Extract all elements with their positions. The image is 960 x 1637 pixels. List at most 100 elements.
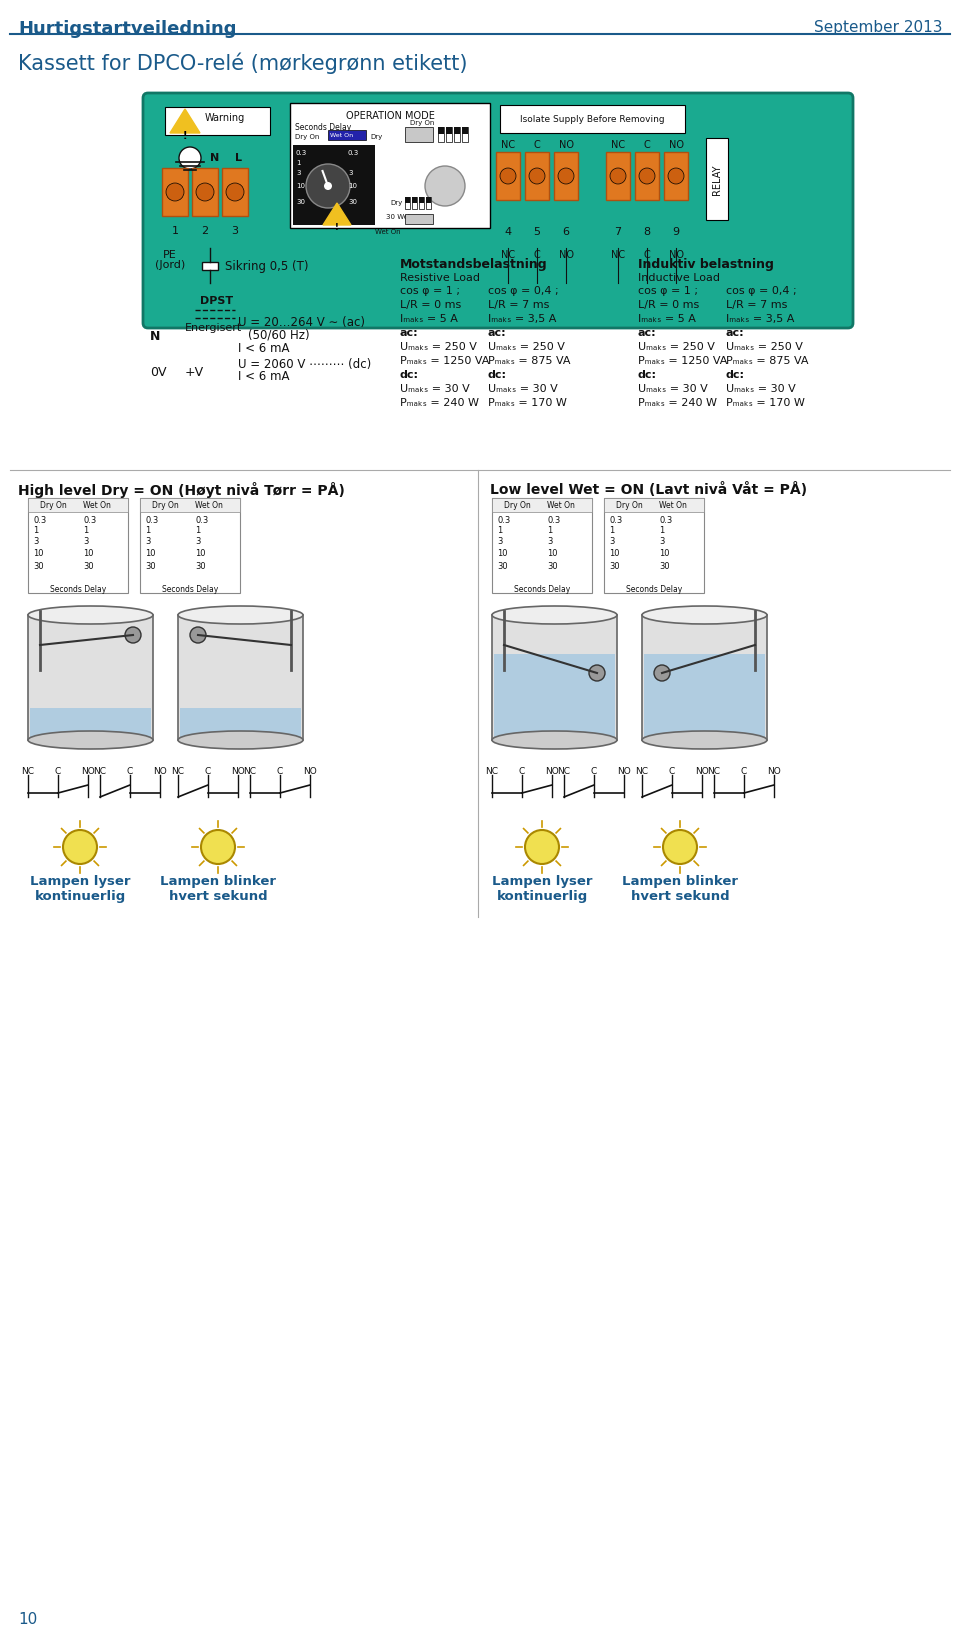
Text: 1: 1 (145, 525, 151, 535)
Bar (644, 655, 765, 740)
Text: 0.3: 0.3 (296, 151, 307, 156)
Text: NC: NC (501, 141, 516, 151)
Text: C: C (534, 250, 540, 260)
Circle shape (166, 183, 184, 201)
Circle shape (558, 169, 574, 183)
Text: ac:: ac: (488, 327, 507, 337)
Text: C: C (55, 768, 61, 776)
Bar (635, 152, 659, 200)
Text: Kassett for DPCO-relé (mørkegrønn etikett): Kassett for DPCO-relé (mørkegrønn etiket… (18, 52, 468, 74)
Bar (492, 498, 592, 593)
Text: 0.3: 0.3 (547, 516, 561, 525)
Text: Dry: Dry (390, 200, 402, 206)
Text: Wet On: Wet On (375, 229, 400, 236)
Text: 0.3: 0.3 (195, 516, 208, 525)
Text: 10: 10 (83, 548, 93, 558)
Text: 30: 30 (195, 561, 205, 571)
Text: NC: NC (636, 768, 649, 776)
Text: ac:: ac: (638, 327, 657, 337)
FancyBboxPatch shape (143, 93, 853, 327)
Text: NC: NC (501, 250, 516, 260)
Bar (462, 128, 468, 134)
Text: 0.3: 0.3 (83, 516, 96, 525)
Text: Iₘₐₖₛ = 3,5 A: Iₘₐₖₛ = 3,5 A (726, 314, 794, 324)
Bar (140, 498, 240, 593)
Bar (492, 616, 617, 740)
Text: NC: NC (611, 141, 625, 151)
Text: Warning: Warning (205, 113, 245, 123)
Text: Lampen lyser
kontinuerlig: Lampen lyser kontinuerlig (30, 876, 131, 904)
Bar (604, 498, 704, 593)
Text: Pₘₐₖₛ = 1250 VA: Pₘₐₖₛ = 1250 VA (400, 355, 490, 367)
Ellipse shape (642, 606, 767, 624)
Polygon shape (170, 110, 200, 133)
Text: 0.3: 0.3 (33, 516, 46, 525)
Text: NO: NO (559, 250, 573, 260)
Text: Uₘₐₖₛ = 250 V: Uₘₐₖₛ = 250 V (726, 342, 803, 352)
Text: NC: NC (244, 768, 256, 776)
Circle shape (63, 830, 97, 864)
Bar (426, 196, 431, 203)
Text: 10: 10 (497, 548, 508, 558)
Text: 30: 30 (83, 561, 94, 571)
Bar (192, 169, 218, 216)
Text: NO: NO (154, 768, 167, 776)
Text: 0.3: 0.3 (348, 151, 359, 156)
Text: NO: NO (668, 141, 684, 151)
Circle shape (610, 169, 626, 183)
Bar (462, 128, 468, 142)
Bar (426, 196, 431, 210)
Text: 1: 1 (195, 525, 201, 535)
Text: Dry On: Dry On (295, 134, 320, 141)
Text: C: C (204, 768, 211, 776)
Text: Dry On: Dry On (152, 501, 179, 511)
Bar (525, 152, 549, 200)
Text: Iₘₐₖₛ = 5 A: Iₘₐₖₛ = 5 A (638, 314, 696, 324)
Bar (496, 152, 520, 200)
Bar (405, 214, 433, 224)
Text: Seconds Delay: Seconds Delay (626, 584, 683, 594)
Text: OPERATION MODE: OPERATION MODE (346, 111, 435, 121)
Bar (202, 262, 218, 270)
Bar (454, 128, 460, 134)
Text: NC: NC (172, 768, 184, 776)
Text: C: C (276, 768, 283, 776)
Text: 0.3: 0.3 (145, 516, 158, 525)
Text: Hurtigstartveiledning: Hurtigstartveiledning (18, 20, 236, 38)
Text: Wet On: Wet On (659, 501, 686, 511)
Text: 30: 30 (33, 561, 43, 571)
Text: 0V: 0V (150, 367, 166, 380)
Text: dc:: dc: (400, 370, 419, 380)
Bar (492, 498, 592, 512)
Text: 10: 10 (18, 1612, 37, 1627)
Text: 3: 3 (659, 537, 664, 547)
Bar (446, 128, 452, 134)
Text: NO: NO (82, 768, 95, 776)
Ellipse shape (492, 606, 617, 624)
Text: Wet On: Wet On (83, 501, 110, 511)
Text: Uₘₐₖₛ = 250 V: Uₘₐₖₛ = 250 V (488, 342, 564, 352)
Text: C: C (669, 768, 675, 776)
Bar (178, 616, 303, 740)
Text: Pₘₐₖₛ = 170 W: Pₘₐₖₛ = 170 W (726, 398, 804, 408)
Bar (642, 616, 767, 740)
Text: L/R = 0 ms: L/R = 0 ms (400, 300, 461, 309)
Text: 2: 2 (202, 226, 208, 236)
Text: Uₘₐₖₛ = 250 V: Uₘₐₖₛ = 250 V (638, 342, 715, 352)
Bar (494, 655, 615, 740)
Circle shape (196, 183, 214, 201)
Text: 10: 10 (195, 548, 205, 558)
Circle shape (125, 627, 141, 643)
Circle shape (654, 665, 670, 681)
Text: !: ! (182, 131, 187, 141)
Text: NO: NO (617, 768, 631, 776)
Bar (405, 196, 410, 210)
Text: Seconds Delay: Seconds Delay (295, 123, 351, 133)
Text: (50/60 Hz): (50/60 Hz) (248, 327, 310, 340)
Circle shape (306, 164, 350, 208)
Text: Energisert: Energisert (185, 322, 242, 332)
Bar (162, 169, 188, 216)
Text: Sikring 0,5 (T): Sikring 0,5 (T) (225, 260, 308, 273)
Text: NO: NO (231, 768, 245, 776)
Text: !: ! (335, 223, 339, 232)
